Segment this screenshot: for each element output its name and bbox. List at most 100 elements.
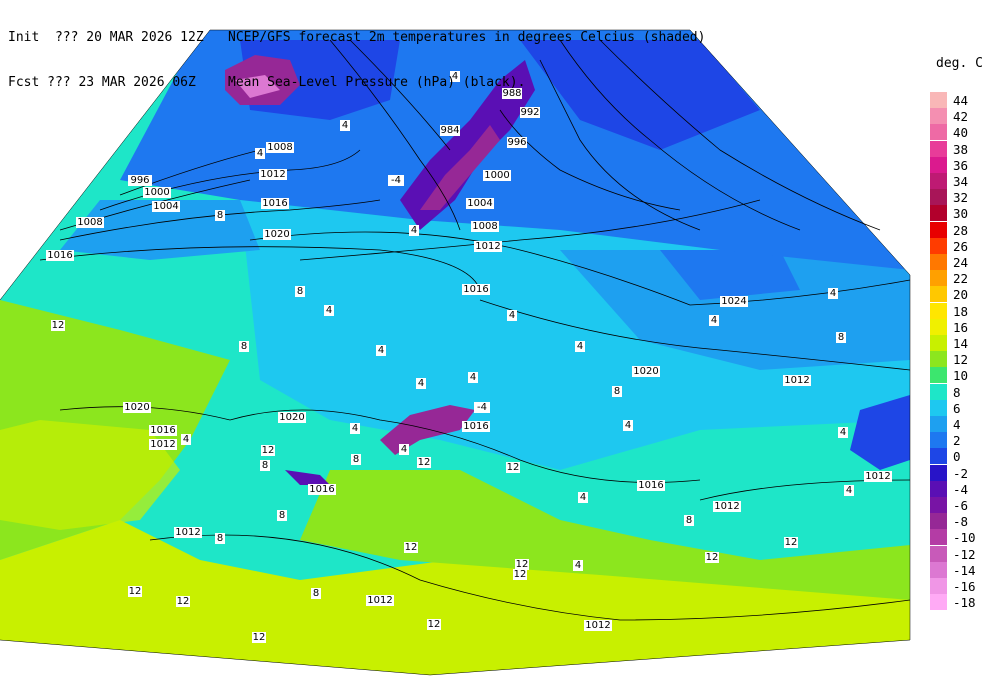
temperature-label: 4: [575, 341, 585, 352]
pressure-label: 992: [520, 107, 540, 118]
pressure-label: 1012: [584, 620, 612, 631]
svg-text:12: 12: [129, 586, 142, 597]
legend-swatch: [930, 108, 947, 125]
legend-label: 22: [953, 271, 969, 287]
svg-text:1012: 1012: [865, 471, 890, 482]
temperature-label: 12: [515, 559, 529, 570]
svg-text:1012: 1012: [714, 501, 739, 512]
pressure-label: 1012: [864, 471, 892, 482]
pressure-labels: 1016 1008 996 1000 1004 1012 1016 1020 1…: [46, 88, 892, 631]
legend-entry: -2: [930, 464, 1000, 481]
svg-text:12: 12: [507, 462, 520, 473]
legend-swatch: [930, 237, 947, 254]
legend-entry: 14: [930, 335, 1000, 351]
svg-text:1000: 1000: [144, 187, 169, 198]
temperature-label: 4: [399, 444, 409, 455]
legend-entry: 16: [930, 318, 1000, 335]
pressure-label: 1020: [263, 229, 291, 240]
pressure-label: 1020: [632, 366, 660, 377]
legend-label: 42: [953, 109, 969, 125]
legend-label: 38: [953, 141, 969, 157]
svg-text:12: 12: [514, 569, 527, 580]
temperature-label: 8: [836, 332, 846, 343]
legend-entry: 20: [930, 286, 1000, 303]
legend-label: 44: [953, 93, 969, 108]
pressure-label: 1012: [259, 169, 287, 180]
legend-swatch: [930, 254, 947, 270]
legend-label: 16: [953, 319, 969, 335]
temperature-label: 8: [260, 460, 270, 471]
svg-text:8: 8: [614, 386, 620, 397]
pressure-label: 1016: [462, 284, 490, 295]
legend-unit: deg. C: [936, 56, 983, 71]
pressure-label: 996: [128, 175, 152, 186]
svg-text:1012: 1012: [150, 439, 175, 450]
svg-text:4: 4: [411, 225, 417, 236]
svg-text:4: 4: [625, 420, 631, 431]
svg-text:4: 4: [418, 378, 424, 389]
legend-entry: 30: [930, 205, 1000, 222]
pressure-label: 1012: [474, 241, 502, 252]
svg-text:4: 4: [452, 71, 458, 82]
svg-text:992: 992: [520, 107, 539, 118]
temperature-label: 4: [416, 378, 426, 389]
svg-text:1004: 1004: [153, 201, 178, 212]
temperature-label: 12: [252, 632, 266, 643]
temperature-label: 8: [277, 510, 287, 521]
svg-text:8: 8: [313, 588, 319, 599]
legend-label: 40: [953, 125, 969, 141]
temperature-label: 8: [239, 341, 249, 352]
svg-text:8: 8: [262, 460, 268, 471]
svg-text:1020: 1020: [124, 402, 149, 413]
legend-label: 14: [953, 336, 969, 351]
legend-label: -16: [953, 579, 976, 594]
svg-text:1024: 1024: [721, 296, 746, 307]
legend-label: -4: [953, 481, 969, 497]
svg-text:8: 8: [297, 286, 303, 297]
svg-text:1016: 1016: [463, 421, 488, 432]
pressure-label: 1000: [483, 170, 511, 181]
temperature-label: 4: [828, 288, 838, 299]
legend-swatch: [930, 302, 947, 319]
svg-text:4: 4: [830, 288, 836, 299]
legend-swatch: [930, 432, 947, 449]
temperature-label: 4: [324, 305, 334, 316]
legend-entry: 8: [930, 383, 1000, 400]
pressure-label: 1012: [174, 527, 202, 538]
svg-text:4: 4: [575, 560, 581, 571]
svg-text:1012: 1012: [784, 375, 809, 386]
pressure-label: 1024: [720, 296, 748, 307]
svg-text:12: 12: [177, 596, 190, 607]
temperature-label: 4: [450, 71, 460, 82]
svg-text:1016: 1016: [150, 425, 175, 436]
svg-text:12: 12: [785, 537, 798, 548]
pressure-label: 1004: [152, 201, 180, 212]
temperature-label: 12: [404, 542, 418, 553]
legend-label: 26: [953, 238, 969, 254]
pressure-label: 1016: [149, 425, 177, 436]
legend-label: 0: [953, 449, 961, 465]
legend-entry: 0: [930, 448, 1000, 465]
pressure-label: 1012: [783, 375, 811, 386]
legend-entry: -12: [930, 545, 1000, 562]
legend-entry: 40: [930, 124, 1000, 141]
temperature-label: 8: [295, 286, 305, 297]
legend-entry: 24: [930, 254, 1000, 270]
legend-swatch: [930, 529, 947, 546]
legend-swatch: [930, 205, 947, 222]
legend-swatch: [930, 140, 947, 157]
temperature-label: -4: [474, 402, 490, 413]
legend-swatch: [930, 578, 947, 594]
svg-text:1016: 1016: [262, 198, 287, 209]
legend-entry: 42: [930, 108, 1000, 125]
temperature-label: -4: [388, 175, 404, 186]
legend-label: 36: [953, 157, 969, 173]
legend-label: -12: [953, 546, 976, 562]
legend-swatch: [930, 545, 947, 562]
temperature-label: 12: [176, 596, 190, 607]
svg-text:12: 12: [52, 320, 65, 331]
legend-swatch: [930, 173, 947, 189]
legend-label: -10: [953, 530, 976, 546]
svg-text:1020: 1020: [633, 366, 658, 377]
legend-swatch: [930, 399, 947, 416]
